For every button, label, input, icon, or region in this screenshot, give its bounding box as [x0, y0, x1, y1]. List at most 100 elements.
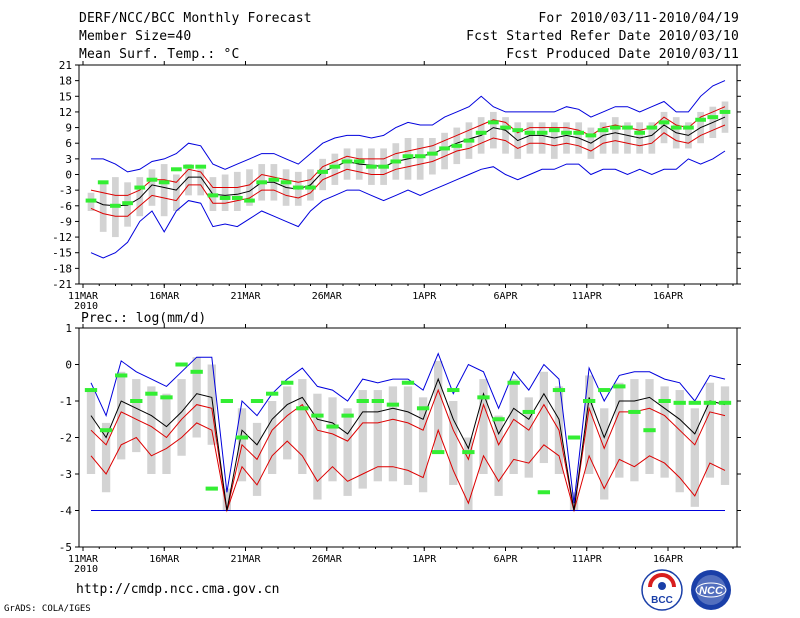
prec-spread-box [132, 379, 141, 453]
temp-y-tick-label: 15 [59, 90, 72, 103]
temp-observed-mark [280, 180, 292, 185]
temp-observed-mark [707, 115, 719, 120]
temp-observed-mark [219, 195, 231, 200]
temp-spread-box [648, 122, 656, 154]
temp-spread-box [526, 122, 534, 154]
prec-year-label: 2010 [74, 564, 98, 575]
temp-observed-mark [158, 180, 170, 185]
prec-spread-box [207, 364, 216, 445]
temp-y-tick-label: -6 [59, 200, 72, 213]
prec-y-tick-label: 1 [65, 322, 72, 335]
temp-observed-mark [609, 125, 621, 130]
prec-observed-mark [175, 362, 188, 367]
temp-observed-mark [427, 151, 438, 156]
temp-spread-box [233, 171, 241, 211]
temp-spread-box [172, 174, 180, 211]
prec-observed-mark [235, 435, 249, 440]
prec-observed-mark [718, 400, 732, 405]
prec-y-tick-label: -3 [59, 468, 72, 481]
temp-observed-mark [683, 125, 694, 130]
temp-spread-box [611, 117, 619, 154]
temp-y-tick-label: -9 [59, 215, 72, 228]
prec-spread-box [373, 390, 382, 482]
temp-observed-mark [439, 146, 450, 151]
prec-spread-box [600, 408, 609, 500]
prec-x-tick-label: 16APR [653, 554, 684, 565]
temp-observed-mark [317, 169, 329, 174]
forecast-produced-date: Fcst Produced Date 2010/03/11 [506, 47, 739, 62]
prec-spread-box [630, 379, 639, 482]
prec-x-tick-label: 11MAR [68, 554, 99, 565]
prec-spread-box [117, 371, 126, 460]
prec-observed-mark [326, 424, 339, 429]
temp-y-tick-label: -3 [59, 184, 72, 197]
temp-observed-mark [207, 193, 219, 198]
temp-observed-mark [451, 143, 463, 148]
temp-observed-mark [305, 185, 316, 190]
prec-observed-mark [673, 400, 686, 405]
forecast-period: For 2010/03/11-2010/04/19 [538, 11, 739, 26]
temp-observed-mark [548, 128, 560, 133]
prec-observed-mark [582, 399, 596, 403]
prec-observed-mark [341, 413, 354, 418]
ncc-logo-text: NCC [699, 585, 724, 597]
temp-observed-mark [292, 185, 304, 190]
temp-observed-mark [597, 128, 609, 133]
prec-observed-mark [250, 399, 264, 403]
prec-spread-box [343, 408, 352, 496]
temp-y-tick-label: 21 [59, 59, 72, 72]
prec-spread-box [509, 379, 518, 474]
temp-observed-mark [195, 164, 207, 169]
prec-spread-box [584, 375, 594, 474]
temp-spread-box [563, 122, 570, 154]
temp-spread-box [185, 164, 192, 196]
prec-spread-box [388, 386, 398, 482]
prec-spread-box [313, 393, 322, 500]
temp-observed-mark [695, 117, 706, 122]
temp-spread-box [319, 158, 327, 191]
temp-observed-mark [634, 130, 646, 135]
prec-spread-box [690, 408, 699, 507]
prec-spread-box [267, 401, 277, 474]
prec-y-tick-label: -5 [59, 541, 72, 554]
temp-observed-mark [378, 164, 389, 169]
temp-spread-box [136, 177, 144, 217]
prec-spread-box [147, 386, 156, 474]
prec-spread-box [418, 397, 428, 493]
prec-y-tick-label: 0 [65, 359, 72, 372]
prec-spread-box [675, 390, 684, 493]
temp-observed-mark [134, 185, 146, 190]
prec-spread-box [358, 390, 367, 489]
temp-observed-mark [463, 138, 475, 143]
temp-y-tick-label: 18 [59, 75, 72, 88]
temp-spread-box [99, 182, 107, 232]
prec-observed-mark [416, 406, 430, 411]
prec-observed-mark [643, 428, 656, 433]
temp-spread-box [331, 153, 339, 185]
temp-observed-mark [170, 167, 182, 172]
temp-observed-mark [183, 164, 194, 169]
temp-observed-mark [341, 159, 353, 164]
temp-spread-box [221, 174, 229, 211]
prec-spread-box [645, 379, 654, 474]
prec-observed-mark [522, 409, 535, 414]
temp-x-tick-label: 11MAR [68, 291, 99, 302]
prec-x-tick-label: 1APR [412, 554, 437, 565]
temp-observed-mark [512, 128, 524, 133]
prec-x-tick-label: 21MAR [230, 554, 261, 565]
prec-spread-box [539, 371, 549, 464]
prec-x-tick-label: 16MAR [149, 554, 180, 565]
temp-upper-outer-line [91, 80, 726, 173]
prec-observed-mark [432, 450, 445, 455]
temp-observed-mark [122, 201, 133, 206]
prec-observed-mark [401, 380, 415, 385]
source-url[interactable]: http://cmdp.ncc.cma.gov.cn [76, 582, 280, 597]
prec-observed-mark [477, 395, 490, 400]
prec-spread-box [524, 397, 533, 478]
temp-observed-mark [110, 203, 121, 208]
prec-spread-box [283, 386, 292, 460]
temp-observed-mark [256, 180, 268, 185]
temp-observed-mark [500, 125, 511, 130]
temp-y-tick-label: -18 [52, 262, 72, 275]
